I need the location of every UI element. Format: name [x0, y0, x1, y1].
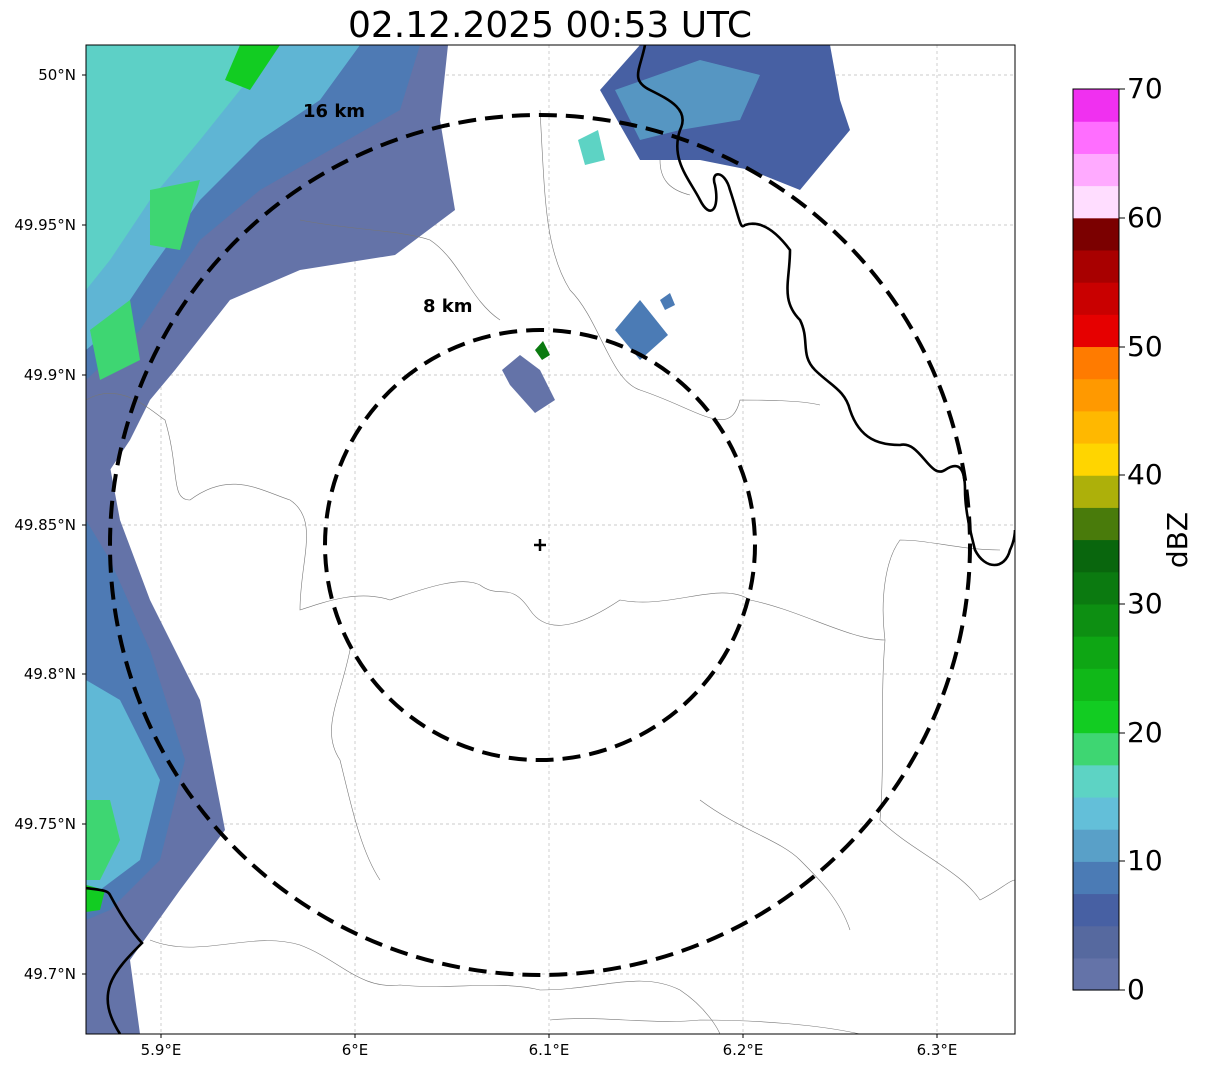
colorbar-segment — [1073, 153, 1119, 187]
echo-west-green — [86, 800, 120, 880]
colorbar-segment — [1073, 571, 1119, 605]
colorbar-segment — [1073, 700, 1119, 734]
colorbar-segment — [1073, 121, 1119, 154]
echo-green-streak-2 — [150, 180, 200, 250]
range-ring-16km — [108, 113, 972, 977]
colorbar-segment — [1073, 185, 1119, 219]
colorbar-tick-label: 30 — [1127, 587, 1163, 620]
echo-northwest-core — [86, 45, 280, 290]
plot-frame — [85, 44, 1016, 1035]
colorbar-unit-label: dBZ — [1161, 511, 1194, 569]
colorbar-segment — [1073, 539, 1119, 573]
echo-small-center — [502, 355, 555, 413]
colorbar-segment — [1073, 507, 1119, 541]
admin-boundaries — [86, 109, 1015, 1034]
echo-west-bright — [86, 885, 105, 912]
y-tick-label: 49.95°N — [14, 216, 76, 234]
colorbar-segment — [1073, 249, 1119, 283]
grid-lines — [86, 45, 1015, 1034]
colorbar-segment — [1073, 861, 1119, 895]
echo-small-green — [535, 341, 550, 360]
colorbar-segment — [1073, 732, 1119, 766]
colorbar-segment — [1073, 314, 1119, 348]
colorbar-segment — [1073, 668, 1119, 701]
colorbar-tick-label: 0 — [1127, 973, 1145, 1006]
colorbar-tick-label: 40 — [1127, 458, 1163, 491]
colorbar-frame — [1072, 88, 1120, 991]
echo-northeast-light — [615, 60, 760, 140]
colorbar-tick-label: 60 — [1127, 201, 1163, 234]
y-tick-label: 49.85°N — [14, 516, 76, 534]
y-tick-label: 50°N — [38, 66, 76, 84]
colorbar-segment — [1073, 764, 1119, 798]
colorbar-tick-label: 50 — [1127, 330, 1163, 363]
colorbar-segment — [1073, 89, 1119, 122]
colorbar-segment — [1073, 217, 1119, 251]
national-border — [636, 45, 1015, 567]
colorbar-segment — [1073, 442, 1119, 476]
reflectivity-echoes — [86, 45, 850, 1034]
echo-small-tail — [660, 293, 675, 310]
range-ring-8km — [323, 328, 757, 762]
map-title: 02.12.2025 00:53 UTC — [347, 5, 753, 46]
colorbar-tick-label: 70 — [1127, 72, 1163, 105]
colorbar-segment — [1073, 282, 1119, 315]
colorbar-segment — [1073, 957, 1119, 991]
y-tick-label: 49.8°N — [23, 665, 76, 683]
echo-green-streak-1 — [225, 45, 280, 90]
x-tick-label: 6.2°E — [722, 1041, 764, 1059]
y-tick-label: 49.9°N — [23, 366, 76, 384]
colorbar-segment — [1073, 796, 1119, 830]
y-tick-label: 49.75°N — [14, 815, 76, 833]
colorbar-segment — [1073, 410, 1119, 444]
colorbar-segment — [1073, 829, 1119, 862]
x-tick-label: 6°E — [341, 1041, 369, 1059]
colorbar-segment — [1073, 603, 1119, 637]
plus-icon — [534, 539, 546, 551]
y-tick-label: 49.7°N — [23, 965, 76, 983]
echo-northeast-cyan — [578, 130, 605, 165]
colorbar-segment — [1073, 475, 1119, 508]
colorbar-segment — [1073, 925, 1119, 959]
colorbar-tick-label: 10 — [1127, 844, 1163, 877]
colorbar — [1073, 89, 1119, 991]
colorbar-segment — [1073, 378, 1119, 412]
colorbar-segment — [1073, 346, 1119, 380]
colorbar-tick-label: 20 — [1127, 716, 1163, 749]
echo-green-streak-3 — [90, 300, 140, 380]
colorbar-segment — [1073, 893, 1119, 927]
ring-label-16km: 16 km — [303, 101, 365, 122]
tick-marks — [82, 74, 938, 1038]
colorbar-segment — [1073, 636, 1119, 669]
x-tick-label: 6.3°E — [916, 1041, 958, 1059]
colorbar-ticks — [1119, 88, 1125, 991]
x-tick-label: 6.1°E — [528, 1041, 570, 1059]
echo-small-east — [615, 300, 668, 360]
national-border-southwest — [86, 886, 144, 1034]
x-tick-label: 5.9°E — [140, 1041, 182, 1059]
ring-label-8km: 8 km — [423, 296, 473, 317]
